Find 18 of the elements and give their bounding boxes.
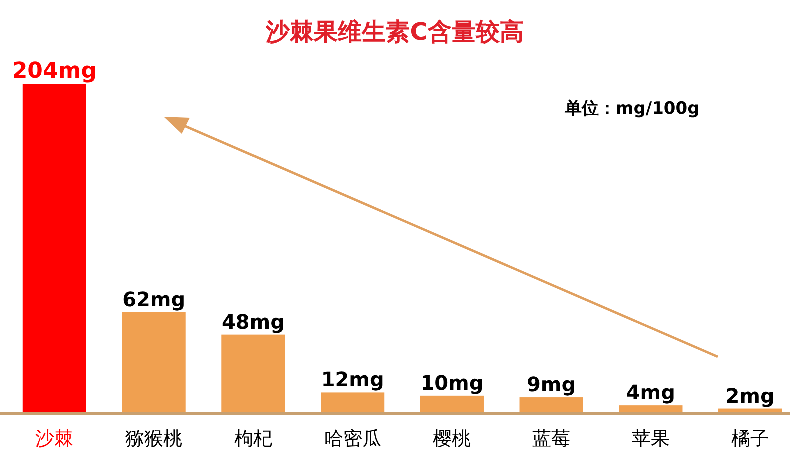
data-label: 204mg <box>12 59 97 84</box>
data-label: 4mg <box>626 380 676 405</box>
x-tick-label: 哈密瓜 <box>324 428 382 450</box>
data-label: 62mg <box>122 287 186 312</box>
data-label: 9mg <box>527 372 576 397</box>
x-tick-label: 苹果 <box>632 428 670 450</box>
data-label: 48mg <box>222 310 285 334</box>
x-tick-label: 沙棘 <box>36 428 74 450</box>
data-label: 10mg <box>420 370 484 395</box>
data-label: 12mg <box>321 368 384 392</box>
x-tick-label: 蓝莓 <box>532 428 571 450</box>
annotation: 单位：mg/100g <box>564 99 700 119</box>
chart-title: 沙棘果维生素C含量较高 <box>265 18 524 46</box>
x-tick-label: 枸杞 <box>234 428 272 450</box>
x-tick-label: 橘子 <box>731 428 770 450</box>
data-label: 2mg <box>726 384 775 408</box>
x-tick-label: 猕猴桃 <box>126 428 183 450</box>
x-tick-label: 樱桃 <box>433 428 472 450</box>
